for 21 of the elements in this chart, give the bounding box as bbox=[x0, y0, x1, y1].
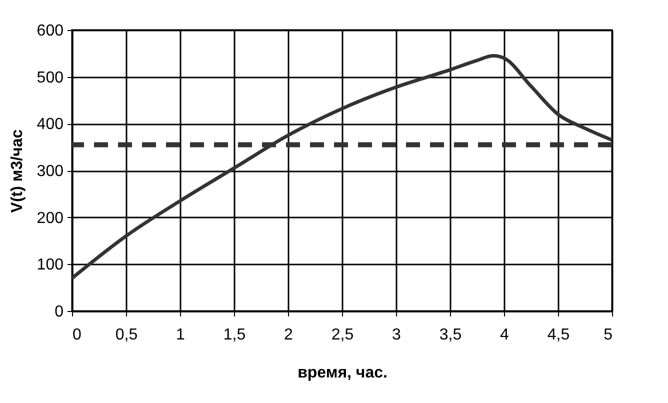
y-tick-label: 100 bbox=[36, 256, 64, 274]
x-tick-label: 1 bbox=[176, 326, 186, 344]
x-tick-label: 4,5 bbox=[547, 326, 570, 344]
y-tick-label: 500 bbox=[36, 69, 64, 86]
y-axis-title: V(t) м3/час bbox=[8, 129, 26, 213]
x-tick-label: 0,5 bbox=[115, 326, 138, 344]
x-tick-label: 2,5 bbox=[331, 326, 354, 344]
y-tick-label: 300 bbox=[36, 163, 64, 180]
line-series bbox=[70, 54, 614, 280]
x-axis-title: время, час. bbox=[298, 364, 388, 382]
x-tick-label: 1,5 bbox=[223, 326, 246, 344]
x-tick-label: 3,5 bbox=[439, 326, 462, 344]
y-tick-label: 400 bbox=[36, 116, 64, 134]
x-tick-label: 3 bbox=[392, 326, 402, 344]
x-tick-label: 5 bbox=[604, 326, 613, 344]
y-tick-label: 0 bbox=[54, 304, 64, 320]
x-tick-label: 0 bbox=[72, 326, 82, 344]
y-tick-label: 200 bbox=[36, 210, 64, 227]
x-tick-label: 4 bbox=[500, 326, 510, 344]
x-tick-label: 2 bbox=[284, 326, 294, 344]
y-tick-label: 600 bbox=[36, 22, 64, 40]
